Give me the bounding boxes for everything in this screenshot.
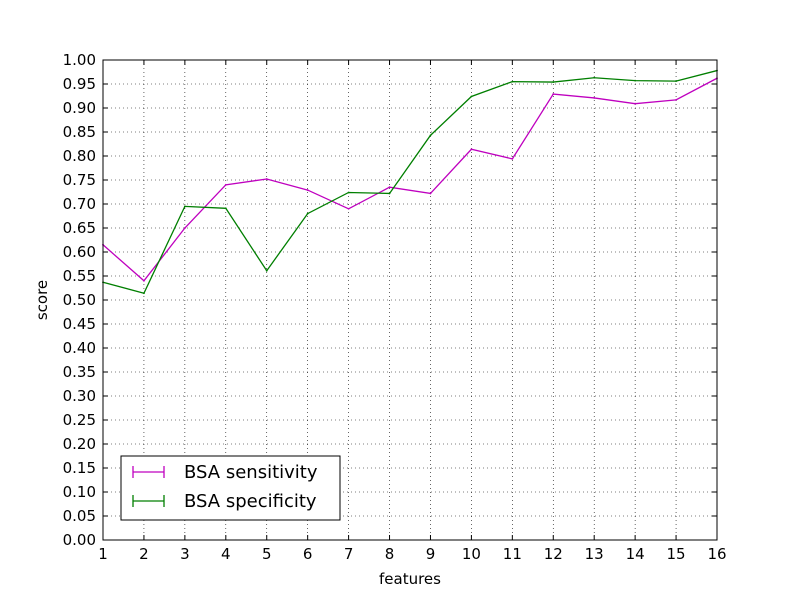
data-point (224, 183, 227, 186)
x-tick-label: 13 (585, 545, 604, 563)
x-tick-label: 11 (503, 545, 522, 563)
data-point (347, 207, 350, 210)
y-tick-label: 0.60 (63, 243, 96, 261)
series-lines (102, 69, 718, 295)
y-tick-label: 0.75 (63, 171, 96, 189)
data-point (634, 102, 637, 105)
x-tick-label: 4 (221, 545, 231, 563)
legend-label: BSA sensitivity (184, 462, 318, 483)
x-tick-label: 6 (303, 545, 313, 563)
y-axis-ticks: 0.00 0.05 0.10 0.15 0.20 0.25 0.30 0.35 0.40 0.45… (63, 51, 717, 549)
y-tick-label: 0.95 (63, 75, 96, 93)
data-point (183, 227, 186, 229)
y-tick-label: 0.45 (63, 315, 96, 333)
x-tick-label: 16 (707, 545, 726, 563)
data-point (675, 98, 677, 101)
data-point (265, 178, 268, 180)
data-point (470, 95, 473, 98)
data-point (593, 97, 596, 99)
y-tick-label: 0.80 (63, 147, 96, 165)
grid-lines (102, 59, 718, 541)
x-tick-label: 14 (626, 545, 645, 563)
y-tick-label: 0.50 (63, 291, 96, 309)
data-point (306, 212, 309, 215)
x-tick-label: 12 (544, 545, 563, 563)
legend-box (120, 455, 341, 521)
data-point (429, 192, 432, 195)
data-point (511, 80, 514, 83)
y-tick-label: 0.30 (63, 387, 96, 405)
data-point (429, 134, 432, 137)
series-line-1 (102, 77, 718, 282)
legend-label: BSA specificity (184, 491, 317, 512)
data-point (388, 192, 391, 195)
y-tick-label: 0.55 (63, 267, 96, 285)
x-tick-label: 5 (262, 545, 272, 563)
x-tick-label: 2 (139, 545, 149, 563)
data-point (143, 292, 145, 295)
data-point (470, 148, 473, 151)
y-tick-label: 0.70 (63, 195, 96, 213)
x-tick-label: 1 (98, 545, 108, 563)
data-point (552, 81, 555, 83)
y-tick-label: 0.10 (63, 483, 96, 501)
data-point (347, 191, 350, 194)
y-tick-label: 0.25 (63, 411, 96, 429)
data-point (183, 205, 186, 208)
x-tick-label: 8 (385, 545, 395, 563)
data-point (388, 186, 391, 189)
data-point (675, 80, 677, 83)
data-point (552, 93, 555, 95)
y-tick-label: 0.65 (63, 219, 96, 237)
y-tick-label: 0.00 (63, 531, 96, 549)
x-axis-label: features (379, 570, 441, 588)
y-tick-label: 0.90 (63, 99, 96, 117)
y-tick-label: 0.35 (63, 363, 96, 381)
y-tick-label: 0.85 (63, 123, 96, 141)
data-point (593, 76, 596, 79)
data-point (265, 269, 268, 272)
legend-errorbar-handle (132, 495, 165, 507)
x-tick-label: 9 (426, 545, 436, 563)
y-tick-label: 0.05 (63, 507, 96, 525)
y-axis-label: score (33, 280, 51, 320)
x-tick-label: 15 (667, 545, 686, 563)
y-tick-label: 0.40 (63, 339, 96, 357)
x-tick-label: 10 (462, 545, 481, 563)
data-point (634, 79, 637, 82)
data-point (143, 279, 145, 282)
y-tick-label: 0.20 (63, 435, 96, 453)
x-axis-ticks: 1 2 3 4 5 6 7 8 9 10 11 12 13 14 15 16 (98, 60, 727, 563)
x-tick-label: 7 (344, 545, 354, 563)
data-point (306, 189, 309, 191)
y-tick-label: 0.15 (63, 459, 96, 477)
y-tick-label: 1.00 (63, 51, 96, 69)
data-point (511, 157, 514, 160)
legend: BSA sensitivity BSA specificity (120, 455, 341, 521)
legend-errorbar-handle (132, 466, 165, 478)
data-point (224, 207, 227, 210)
series-line-2 (102, 69, 718, 295)
x-tick-label: 3 (180, 545, 190, 563)
